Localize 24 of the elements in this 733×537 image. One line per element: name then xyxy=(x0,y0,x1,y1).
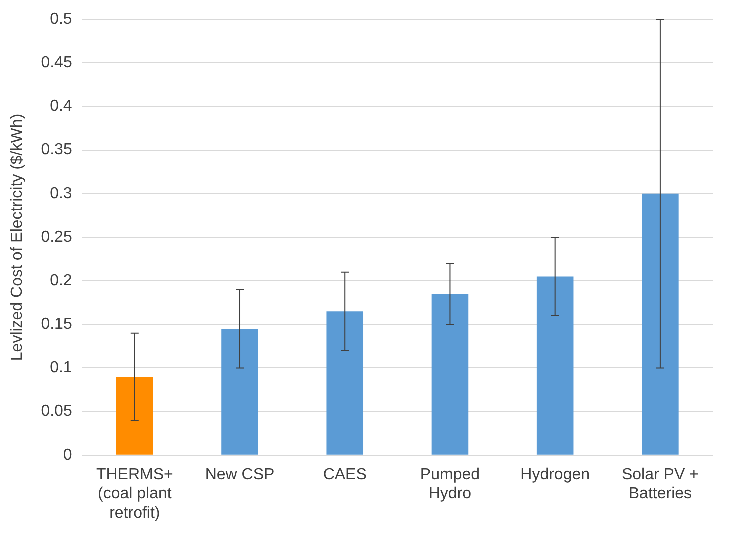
bar xyxy=(222,329,258,455)
y-tick-label: 0.25 xyxy=(41,228,72,246)
x-tick-label: New CSP xyxy=(205,466,275,484)
y-tick-label: 0 xyxy=(63,446,72,464)
x-tick-label: Solar PV + Batteries xyxy=(622,466,699,503)
y-tick-label: 0.15 xyxy=(41,316,72,334)
y-tick-label: 0.05 xyxy=(41,403,72,420)
y-tick-label: 0.3 xyxy=(50,185,72,202)
x-tick-label: Hydrogen xyxy=(520,466,590,484)
y-tick-label: 0.35 xyxy=(41,142,72,159)
y-tick-label: 0.45 xyxy=(41,54,72,72)
bar xyxy=(432,294,469,455)
y-tick-label: 0.1 xyxy=(50,360,72,377)
bar xyxy=(536,276,574,455)
x-tick-label: THERMS+ (coal plant retrofit) xyxy=(96,466,174,522)
y-axis-title: Levlized Cost of Electricity ($/kWh) xyxy=(9,114,26,362)
bar xyxy=(642,194,679,455)
y-tick-label: 0.5 xyxy=(50,11,72,28)
bar xyxy=(116,376,154,455)
x-tick-label: Pumped Hydro xyxy=(420,466,480,503)
y-tick-label: 0.2 xyxy=(50,272,72,290)
x-tick-label: CAES xyxy=(323,466,367,484)
y-tick-label: 0.4 xyxy=(50,98,72,116)
bar xyxy=(326,312,364,455)
